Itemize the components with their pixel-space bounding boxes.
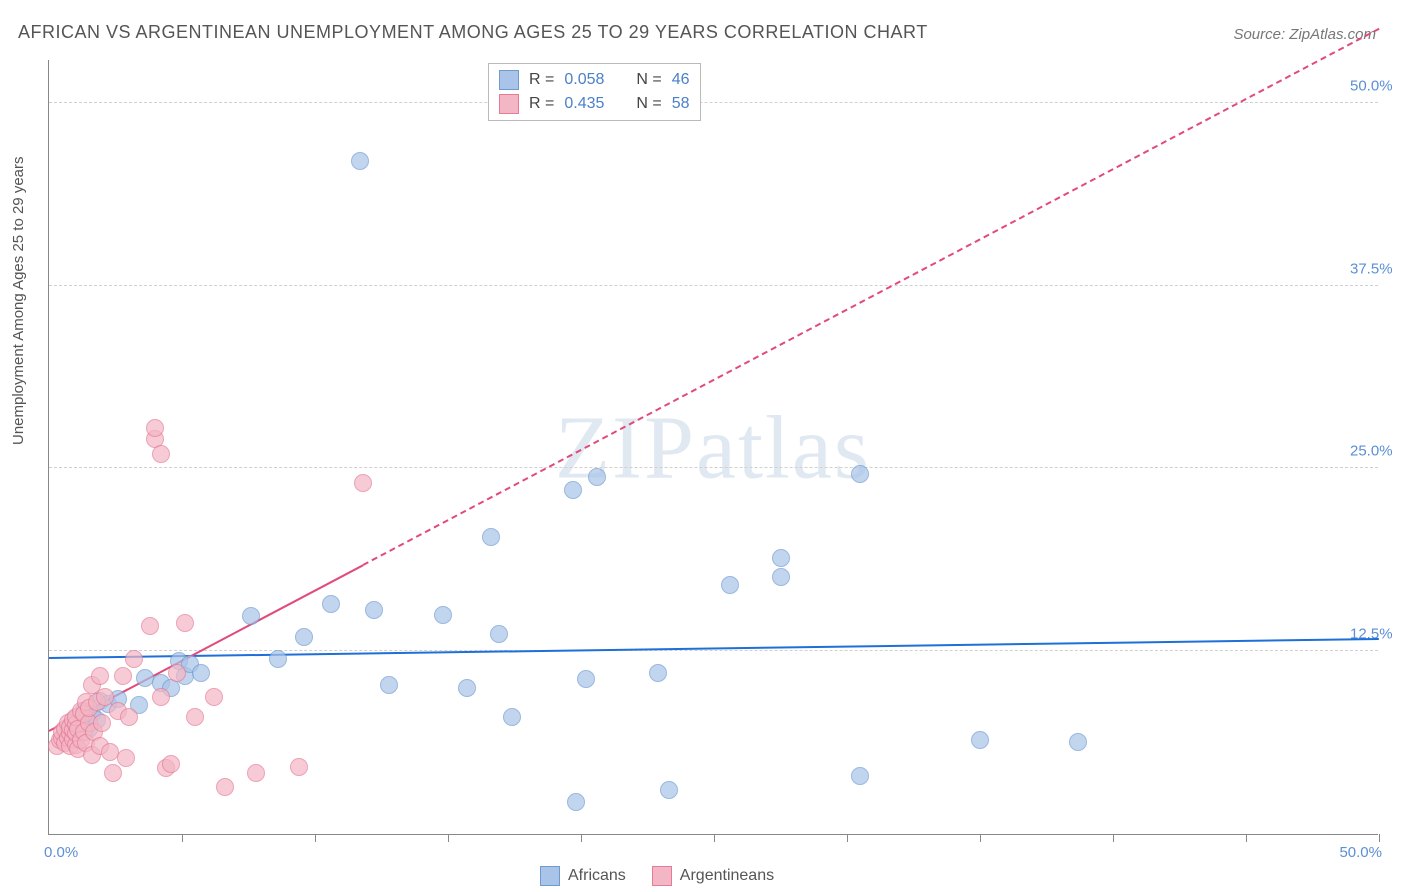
data-point — [205, 688, 223, 706]
data-point — [649, 664, 667, 682]
data-point — [354, 474, 372, 492]
legend-swatch — [540, 866, 560, 886]
data-point — [269, 650, 287, 668]
data-point — [351, 152, 369, 170]
data-point — [117, 749, 135, 767]
legend-swatch — [499, 70, 519, 90]
data-point — [146, 419, 164, 437]
data-point — [192, 664, 210, 682]
data-point — [458, 679, 476, 697]
gridline — [49, 467, 1378, 468]
gridline — [49, 650, 1378, 651]
data-point — [577, 670, 595, 688]
data-point — [434, 606, 452, 624]
legend-swatch — [499, 94, 519, 114]
stats-legend-row: R = 0.058 N = 46 — [499, 68, 690, 92]
legend-label: Africans — [568, 867, 626, 885]
data-point — [104, 764, 122, 782]
data-point — [168, 664, 186, 682]
data-point — [851, 465, 869, 483]
legend-n-label: N = — [636, 71, 661, 89]
data-point — [721, 576, 739, 594]
x-tick — [448, 834, 449, 842]
legend-n-label: N = — [636, 95, 661, 113]
data-point — [93, 714, 111, 732]
legend-item: Argentineans — [652, 866, 774, 886]
x-tick — [1379, 834, 1380, 842]
data-point — [588, 468, 606, 486]
data-point — [176, 614, 194, 632]
data-point — [772, 549, 790, 567]
data-point — [242, 607, 260, 625]
data-point — [503, 708, 521, 726]
data-point — [91, 667, 109, 685]
y-tick-label: 25.0% — [1350, 443, 1406, 460]
x-axis-max-label: 50.0% — [1339, 844, 1382, 861]
data-point — [114, 667, 132, 685]
legend-r-label: R = — [529, 71, 554, 89]
stats-legend: R = 0.058 N = 46 R = 0.435 N = 58 — [488, 63, 701, 121]
y-tick-label: 37.5% — [1350, 260, 1406, 277]
chart-title: AFRICAN VS ARGENTINEAN UNEMPLOYMENT AMON… — [18, 22, 928, 43]
stats-legend-row: R = 0.435 N = 58 — [499, 92, 690, 116]
legend-swatch — [652, 866, 672, 886]
legend-r-value: 0.435 — [564, 95, 604, 113]
data-point — [365, 601, 383, 619]
legend-item: Africans — [540, 866, 626, 886]
series-legend: Africans Argentineans — [540, 866, 774, 886]
data-point — [490, 625, 508, 643]
legend-label: Argentineans — [680, 867, 774, 885]
data-point — [125, 650, 143, 668]
data-point — [216, 778, 234, 796]
x-tick — [714, 834, 715, 842]
legend-r-value: 0.058 — [564, 71, 604, 89]
legend-n-value: 58 — [672, 95, 690, 113]
data-point — [971, 731, 989, 749]
y-axis-label: Unemployment Among Ages 25 to 29 years — [10, 156, 27, 445]
x-tick — [847, 834, 848, 842]
x-tick — [182, 834, 183, 842]
data-point — [564, 481, 582, 499]
x-tick — [1113, 834, 1114, 842]
data-point — [152, 445, 170, 463]
data-point — [851, 767, 869, 785]
data-point — [482, 528, 500, 546]
data-point — [660, 781, 678, 799]
data-point — [322, 595, 340, 613]
plot-inner: 12.5%25.0%37.5%50.0% — [48, 60, 1378, 835]
x-tick — [581, 834, 582, 842]
data-point — [141, 617, 159, 635]
data-point — [772, 568, 790, 586]
x-tick — [980, 834, 981, 842]
legend-n-value: 46 — [672, 71, 690, 89]
gridline — [49, 285, 1378, 286]
x-axis-origin-label: 0.0% — [44, 844, 78, 861]
x-tick — [1246, 834, 1247, 842]
trend-line — [49, 638, 1379, 659]
y-tick-label: 50.0% — [1350, 77, 1406, 94]
data-point — [152, 688, 170, 706]
x-tick — [315, 834, 316, 842]
plot-area: ZIPatlas 12.5%25.0%37.5%50.0% 0.0% 50.0%… — [48, 60, 1378, 835]
data-point — [96, 688, 114, 706]
data-point — [120, 708, 138, 726]
data-point — [380, 676, 398, 694]
data-point — [1069, 733, 1087, 751]
data-point — [295, 628, 313, 646]
data-point — [162, 755, 180, 773]
data-point — [186, 708, 204, 726]
gridline — [49, 102, 1378, 103]
legend-r-label: R = — [529, 95, 554, 113]
data-point — [567, 793, 585, 811]
data-point — [290, 758, 308, 776]
data-point — [247, 764, 265, 782]
